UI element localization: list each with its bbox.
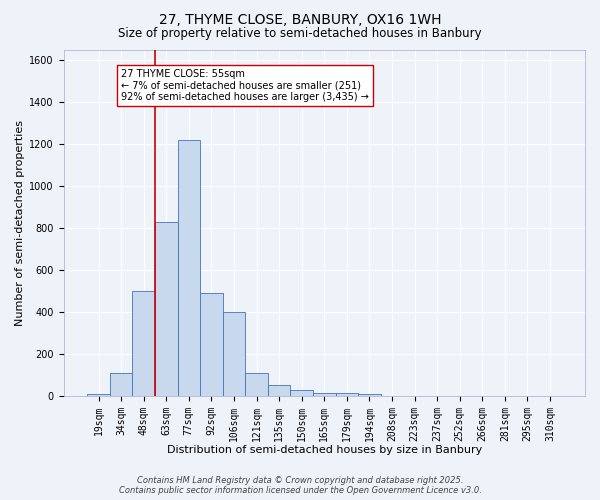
Text: 27, THYME CLOSE, BANBURY, OX16 1WH: 27, THYME CLOSE, BANBURY, OX16 1WH bbox=[159, 12, 441, 26]
Y-axis label: Number of semi-detached properties: Number of semi-detached properties bbox=[15, 120, 25, 326]
Bar bbox=[110, 373, 133, 396]
X-axis label: Distribution of semi-detached houses by size in Banbury: Distribution of semi-detached houses by … bbox=[167, 445, 482, 455]
Bar bbox=[268, 386, 290, 396]
Bar bbox=[313, 392, 335, 396]
Bar bbox=[335, 392, 358, 396]
Bar bbox=[87, 394, 110, 396]
Bar bbox=[245, 373, 268, 396]
Bar bbox=[358, 394, 380, 396]
Bar bbox=[178, 140, 200, 396]
Text: 27 THYME CLOSE: 55sqm
← 7% of semi-detached houses are smaller (251)
92% of semi: 27 THYME CLOSE: 55sqm ← 7% of semi-detac… bbox=[121, 69, 369, 102]
Bar bbox=[155, 222, 178, 396]
Bar bbox=[223, 312, 245, 396]
Text: Contains HM Land Registry data © Crown copyright and database right 2025.
Contai: Contains HM Land Registry data © Crown c… bbox=[119, 476, 481, 495]
Bar bbox=[133, 291, 155, 396]
Bar bbox=[290, 390, 313, 396]
Bar bbox=[200, 293, 223, 396]
Text: Size of property relative to semi-detached houses in Banbury: Size of property relative to semi-detach… bbox=[118, 28, 482, 40]
